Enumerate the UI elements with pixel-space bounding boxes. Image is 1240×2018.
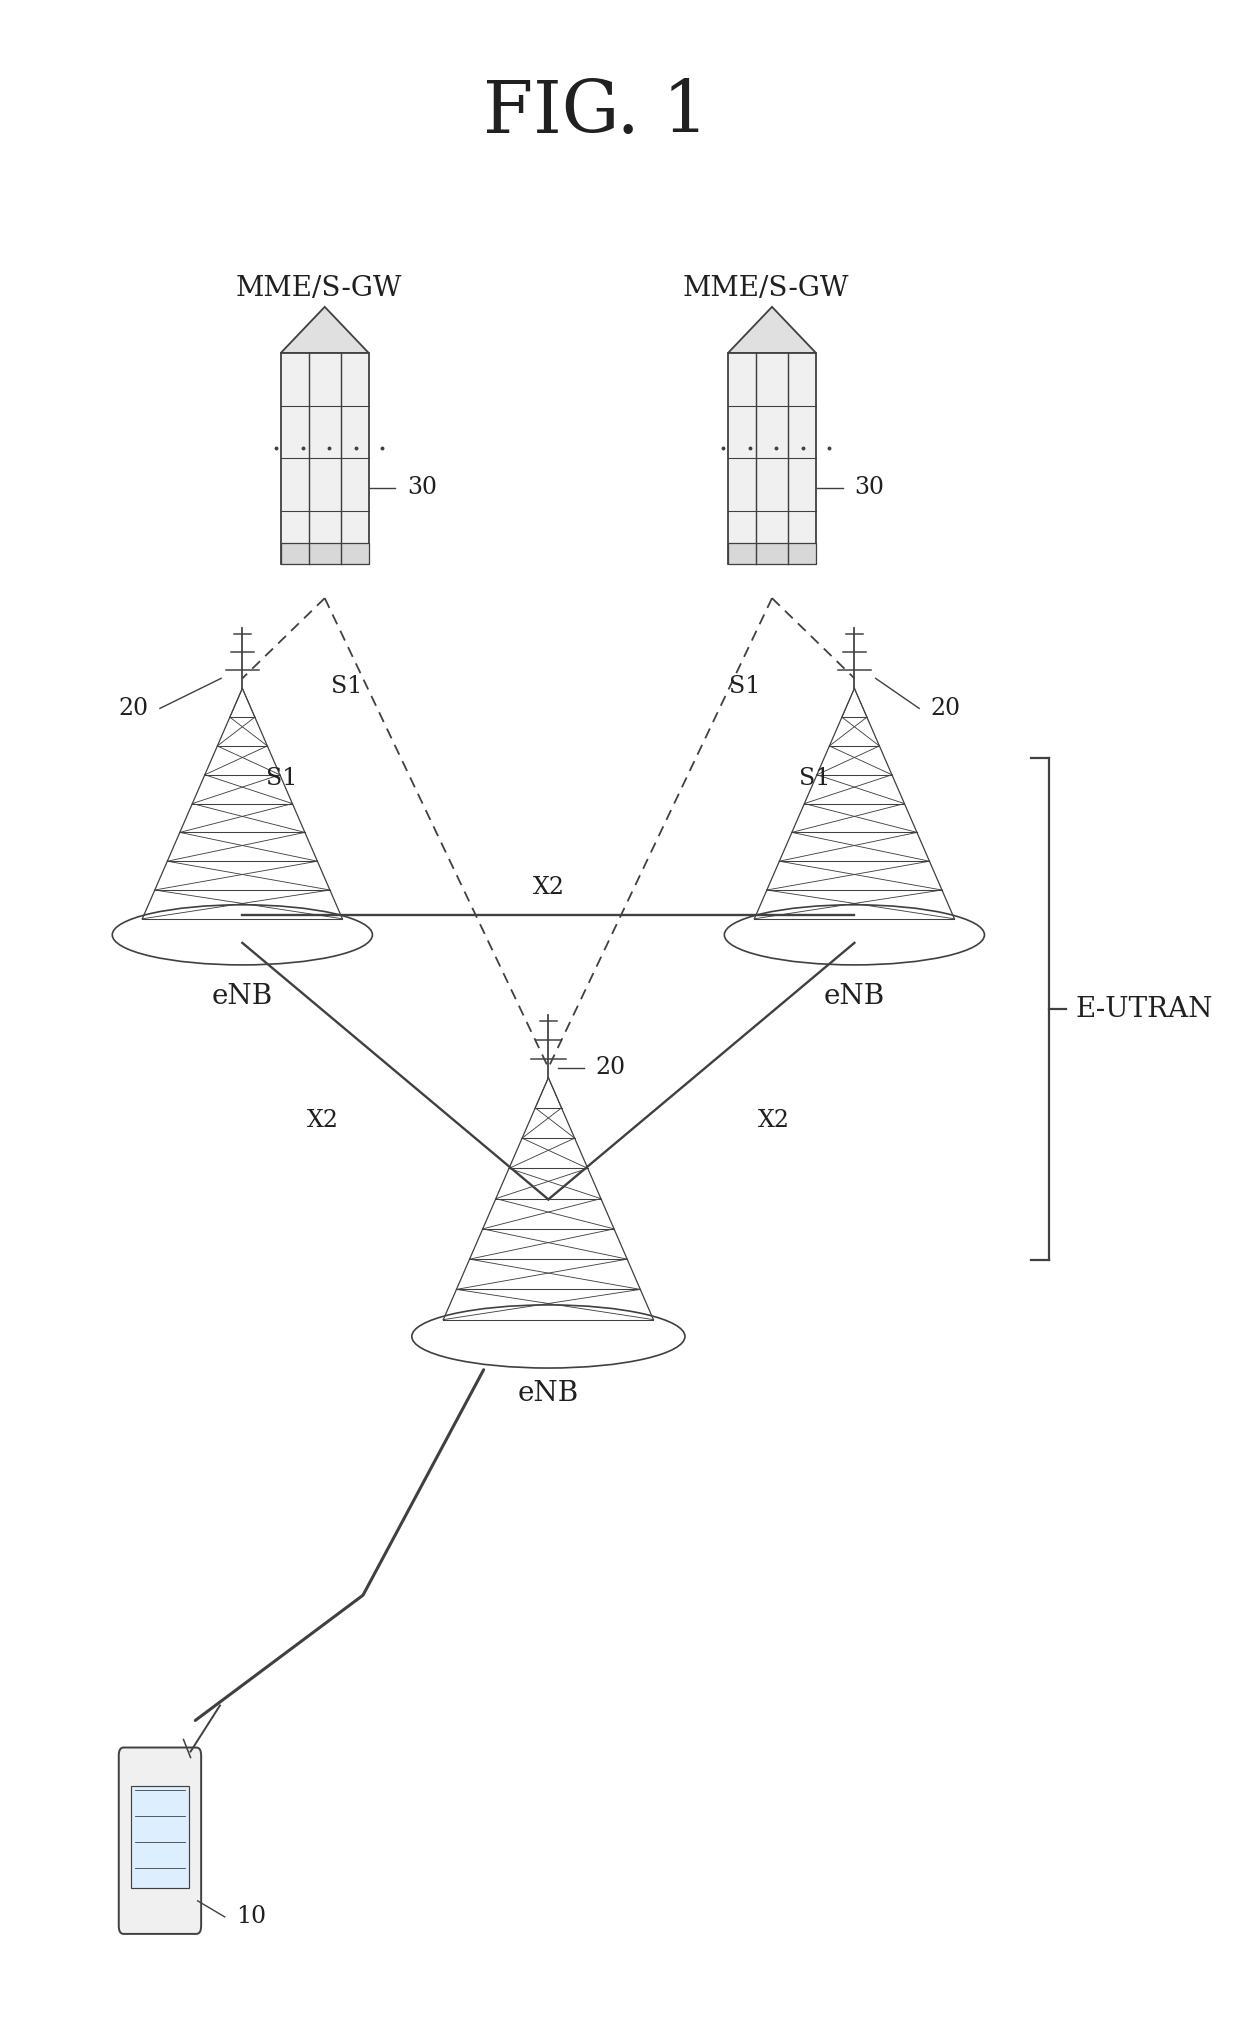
Text: X2: X2 <box>532 876 564 898</box>
Text: 20: 20 <box>595 1055 626 1080</box>
Text: S1: S1 <box>800 767 831 789</box>
Text: X2: X2 <box>758 1110 790 1132</box>
Polygon shape <box>728 307 816 353</box>
Text: E-UTRAN: E-UTRAN <box>1075 995 1213 1023</box>
Text: S1: S1 <box>331 676 362 698</box>
FancyBboxPatch shape <box>728 543 816 563</box>
Text: eNB: eNB <box>518 1380 579 1407</box>
FancyBboxPatch shape <box>280 353 368 563</box>
Text: MME/S-GW: MME/S-GW <box>236 274 402 301</box>
Text: S1: S1 <box>729 676 760 698</box>
Text: 20: 20 <box>118 696 149 720</box>
Text: X2: X2 <box>308 1110 339 1132</box>
Text: 10: 10 <box>237 1905 267 1929</box>
Text: MME/S-GW: MME/S-GW <box>683 274 849 301</box>
Polygon shape <box>280 307 368 353</box>
Text: eNB: eNB <box>212 983 273 1009</box>
Text: S1: S1 <box>265 767 298 789</box>
FancyBboxPatch shape <box>119 1748 201 1933</box>
Text: eNB: eNB <box>823 983 885 1009</box>
Text: 30: 30 <box>854 476 884 498</box>
FancyBboxPatch shape <box>728 353 816 563</box>
FancyBboxPatch shape <box>130 1786 190 1889</box>
Text: 20: 20 <box>931 696 961 720</box>
Text: 30: 30 <box>407 476 438 498</box>
FancyBboxPatch shape <box>280 543 368 563</box>
Text: FIG. 1: FIG. 1 <box>482 77 708 147</box>
